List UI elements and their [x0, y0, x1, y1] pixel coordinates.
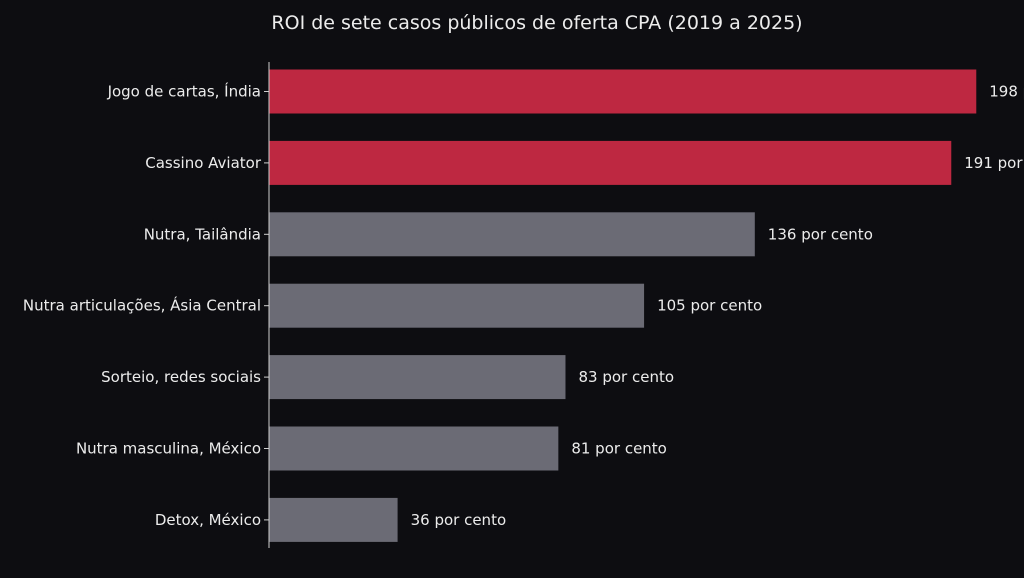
category-label-2: Cassino Aviator [145, 154, 262, 172]
value-label-7: 36 por cento [411, 511, 507, 529]
chart-title: ROI de sete casos públicos de oferta CPA… [271, 12, 802, 34]
bar-1 [269, 69, 977, 114]
bar-5 [269, 355, 566, 400]
category-label-4: Nutra articulações, Ásia Central [23, 296, 261, 315]
category-label-6: Nutra masculina, México [76, 440, 261, 458]
bar-4 [269, 283, 645, 328]
category-label-1: Jogo de cartas, Índia [107, 82, 261, 101]
category-label-5: Sorteio, redes sociais [101, 368, 261, 386]
category-label-3: Nutra, Tailândia [144, 225, 261, 243]
value-label-4: 105 por cento [657, 297, 762, 315]
bar-7 [269, 497, 398, 542]
bars-layer [269, 69, 977, 542]
bar-3 [269, 212, 755, 257]
bar-6 [269, 426, 559, 471]
value-label-5: 83 por cento [578, 368, 674, 386]
labels-layer: Jogo de cartas, Índia 198 por cento Cassin… [23, 82, 1024, 529]
value-label-6: 81 por cento [571, 440, 667, 458]
bar-2 [269, 140, 952, 185]
value-label-3: 136 por cento [768, 225, 873, 243]
value-label-2: 191 por cento [964, 154, 1024, 172]
category-label-7: Detox, México [155, 511, 261, 529]
value-label-1: 198 por cento [989, 83, 1024, 101]
